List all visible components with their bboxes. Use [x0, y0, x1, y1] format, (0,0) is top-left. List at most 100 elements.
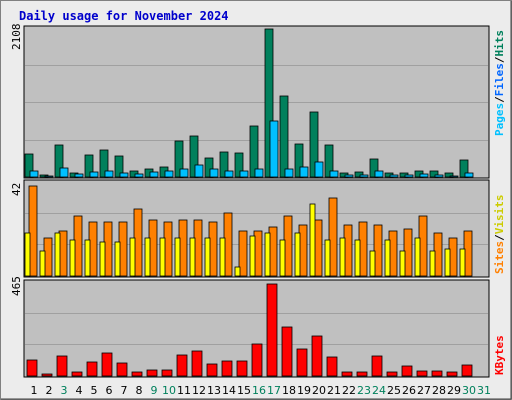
bar-files — [434, 174, 444, 178]
bar-visits — [354, 239, 361, 277]
day-label: 4 — [76, 384, 83, 397]
bar-kbytes — [341, 371, 353, 377]
bar-visits — [159, 237, 166, 277]
bar-visits — [399, 250, 406, 277]
bar-hits — [294, 143, 304, 178]
bar-kbytes — [26, 359, 38, 377]
bar-visits — [279, 239, 286, 277]
bar-visits — [114, 241, 121, 277]
bar-kbytes — [131, 371, 143, 377]
bar-hits — [234, 152, 244, 178]
bar-visits — [144, 237, 151, 277]
bar-visits — [294, 232, 301, 277]
bars-visits-sites — [24, 185, 473, 277]
bar-visits — [54, 232, 61, 277]
bar-kbytes — [401, 365, 413, 377]
bar-files — [134, 173, 144, 178]
bar-files — [59, 167, 69, 178]
day-label: 29 — [447, 384, 461, 397]
day-label: 26 — [402, 384, 416, 397]
day-label: 18 — [282, 384, 296, 397]
bar-visits — [384, 239, 391, 277]
ymax-label-hits: 2108 — [10, 24, 23, 51]
legend-visits: Visits — [493, 195, 506, 235]
bar-kbytes — [296, 348, 308, 377]
bar-hits — [249, 125, 259, 178]
day-label: 20 — [312, 384, 326, 397]
day-label: 15 — [237, 384, 251, 397]
bar-visits — [189, 237, 196, 277]
bars-hits-files — [24, 28, 474, 178]
bar-kbytes — [461, 364, 473, 377]
bar-files — [404, 174, 414, 178]
bar-files — [164, 170, 174, 178]
bar-kbytes — [86, 361, 98, 377]
bar-sites — [328, 197, 338, 277]
bar-kbytes — [266, 283, 278, 377]
bar-kbytes — [311, 335, 323, 377]
bar-visits — [459, 248, 466, 277]
day-label: 11 — [177, 384, 191, 397]
bar-files — [419, 173, 429, 178]
bar-files — [44, 175, 54, 178]
bar-kbytes — [281, 326, 293, 377]
bar-visits — [444, 248, 451, 277]
ymax-label-visits: 42 — [10, 183, 23, 196]
bar-files — [329, 170, 339, 178]
bar-hits — [84, 154, 94, 178]
day-label: 2 — [46, 384, 53, 397]
bar-files — [314, 161, 324, 178]
chart-title: Daily usage for November 2024 — [19, 9, 229, 23]
bar-visits — [324, 239, 331, 277]
bar-files — [254, 168, 264, 178]
bar-kbytes — [251, 343, 263, 377]
bar-visits — [309, 203, 316, 277]
bar-kbytes — [56, 355, 68, 377]
day-label: 23 — [357, 384, 371, 397]
day-label: 14 — [222, 384, 236, 397]
bar-hits — [429, 170, 439, 178]
day-labels: 1 2 3 4 5 6 7 8 9 10 11 12 13 14 15 16 17 18 19 20 21 22 23 24 2… — [31, 384, 492, 397]
bar-files — [449, 175, 459, 178]
bar-kbytes — [221, 360, 233, 377]
bar-kbytes — [176, 354, 188, 377]
bar-hits — [99, 149, 109, 178]
bar-hits — [459, 159, 469, 178]
bar-kbytes — [71, 371, 83, 377]
bar-hits — [264, 28, 274, 178]
bar-visits — [204, 237, 211, 277]
day-label: 1 — [31, 384, 38, 397]
bar-files — [284, 168, 294, 178]
bar-kbytes — [386, 371, 398, 377]
ymax-label-kbytes: 465 — [10, 276, 23, 296]
day-label: 21 — [327, 384, 341, 397]
bar-files — [119, 172, 129, 178]
bar-kbytes — [191, 350, 203, 377]
bar-files — [29, 170, 39, 178]
bar-files — [179, 168, 189, 178]
bar-visits — [24, 232, 31, 277]
day-label: 24 — [372, 384, 386, 397]
day-label: 9 — [151, 384, 158, 397]
day-label: 30 — [462, 384, 476, 397]
day-label: 13 — [207, 384, 221, 397]
bar-hits — [309, 111, 319, 178]
day-label: 27 — [417, 384, 431, 397]
legend-pages: Pages — [493, 103, 506, 136]
bar-visits — [174, 237, 181, 277]
bar-kbytes — [41, 373, 53, 377]
bar-hits — [279, 95, 289, 178]
bar-visits — [219, 237, 226, 277]
day-label: 28 — [432, 384, 446, 397]
day-label: 7 — [121, 384, 128, 397]
bar-kbytes — [416, 370, 428, 377]
bar-hits — [444, 172, 454, 178]
bar-files — [269, 120, 279, 178]
legend-sep-3: / — [493, 234, 506, 241]
bar-files — [194, 164, 204, 178]
bars-kbytes — [26, 283, 473, 377]
bar-visits — [249, 235, 256, 277]
bar-sites — [28, 185, 38, 277]
